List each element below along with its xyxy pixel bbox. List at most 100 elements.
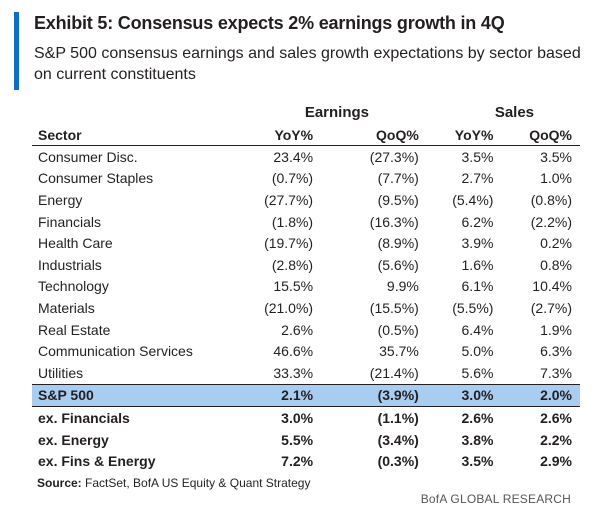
cell-earnings-qoq: (9.5%) (377, 191, 419, 208)
column-header-sales-qoq: QoQ% (493, 124, 580, 146)
cell-earnings-yoy: 46.6% (273, 343, 314, 360)
cell-sector: Real Estate (38, 321, 111, 338)
title-accent-bar (14, 12, 19, 90)
cell-earnings-yoy: 3.0% (281, 409, 314, 426)
cell-earnings-qoq: (15.5%) (369, 299, 419, 316)
cell-sales-yoy: 3.5% (461, 453, 494, 470)
table-row: Real Estate 2.6% (0.5%) 6.4% 1.9% (32, 319, 580, 341)
cell-sector: ex. Fins & Energy (38, 453, 156, 470)
table-row: Energy (27.7%) (9.5%) (5.4%) (0.8%) (32, 189, 580, 211)
cell-earnings-yoy: 2.6% (281, 321, 314, 338)
cell-sales-qoq: 7.3% (540, 364, 572, 381)
cell-earnings-qoq: 35.7% (379, 343, 419, 360)
cell-sales-qoq: 2.2% (540, 431, 572, 448)
cell-sales-yoy: 3.9% (461, 235, 494, 252)
table-row: Industrials (2.8%) (5.6%) 1.6% 0.8% (32, 254, 580, 276)
table-row-ex: ex. Fins & Energy 7.2% (0.3%) 3.5% 2.9% (32, 450, 580, 472)
cell-earnings-yoy: (1.8%) (271, 213, 314, 230)
cell-sector: Energy (38, 191, 83, 208)
source-note: Source: FactSet, BofA US Equity & Quant … (37, 476, 310, 490)
cell-sales-yoy: 3.5% (461, 148, 494, 165)
cell-sales-qoq: 2.6% (540, 409, 572, 426)
cell-earnings-qoq: (8.9%) (377, 235, 419, 252)
growth-table: Earnings Sales Sector YoY% QoQ% YoY% QoQ… (32, 100, 580, 472)
table-row: Technology 15.5% 9.9% 6.1% 10.4% (32, 276, 580, 298)
column-header-earnings-yoy: YoY% (216, 124, 314, 146)
cell-sales-yoy: 6.1% (461, 278, 494, 295)
cell-earnings-yoy: (27.7%) (264, 191, 314, 208)
cell-sales-qoq: (0.8%) (530, 191, 572, 208)
column-header-earnings-qoq: QoQ% (313, 124, 419, 146)
cell-earnings-qoq: (0.3%) (377, 453, 419, 470)
cell-sector: Consumer Disc. (38, 148, 138, 165)
table-row: Materials (21.0%) (15.5%) (5.5%) (2.7%) (32, 297, 580, 319)
cell-sales-yoy: (5.5%) (452, 299, 494, 316)
table-row-ex: ex. Energy 5.5% (3.4%) 3.8% 2.2% (32, 429, 580, 451)
cell-earnings-qoq: (3.9%) (313, 383, 419, 408)
cell-sales-yoy: 6.2% (461, 213, 494, 230)
source-label: Source: (37, 476, 82, 490)
column-header-row: Sector YoY% QoQ% YoY% QoQ% (32, 124, 580, 146)
cell-earnings-qoq: 9.9% (386, 278, 419, 295)
cell-sales-qoq: (2.2%) (530, 213, 572, 230)
cell-sector: Communication Services (38, 343, 193, 360)
cell-sales-qoq: 2.0% (493, 383, 580, 408)
table-row: Utilities 33.3% (21.4%) 5.6% 7.3% (32, 362, 580, 384)
cell-sales-yoy: 3.8% (461, 431, 494, 448)
cell-sector: ex. Financials (38, 409, 130, 426)
group-spacer (32, 100, 217, 124)
cell-sales-qoq: 6.3% (540, 343, 572, 360)
cell-earnings-yoy: (0.7%) (271, 170, 314, 187)
cell-sector: Materials (38, 299, 95, 316)
cell-earnings-qoq: (27.3%) (369, 148, 419, 165)
cell-sector: Utilities (38, 364, 84, 381)
exhibit-subtitle: S&P 500 consensus earnings and sales gro… (34, 45, 581, 83)
cell-earnings-qoq: (0.5%) (377, 321, 419, 338)
cell-sales-yoy: 2.6% (461, 409, 494, 426)
cell-sales-yoy: 2.7% (461, 170, 494, 187)
cell-earnings-yoy: 7.2% (281, 453, 314, 470)
cell-sector: ex. Energy (38, 431, 109, 448)
column-header-sector: Sector (32, 124, 217, 146)
cell-sector: S&P 500 (32, 383, 217, 408)
cell-sales-qoq: 3.5% (540, 148, 572, 165)
table-row: Consumer Staples (0.7%) (7.7%) 2.7% 1.0% (32, 168, 580, 190)
sales-group-header: Sales (494, 103, 535, 121)
source-text: FactSet, BofA US Equity & Quant Strategy (85, 476, 311, 490)
earnings-group-header: Earnings (304, 103, 369, 121)
cell-earnings-qoq: (7.7%) (377, 170, 419, 187)
table-row: Financials (1.8%) (16.3%) 6.2% (2.2%) (32, 211, 580, 233)
cell-earnings-qoq: (1.1%) (377, 409, 419, 426)
cell-sales-qoq: 2.9% (540, 453, 572, 470)
cell-sales-qoq: 10.4% (532, 278, 572, 295)
table-row: Communication Services 46.6% 35.7% 5.0% 6.3% (32, 340, 580, 362)
cell-sales-qoq: 0.8% (540, 256, 572, 273)
cell-sector: Health Care (38, 235, 113, 252)
column-header-sales-yoy: YoY% (418, 124, 494, 146)
cell-sales-qoq: 0.2% (540, 235, 572, 252)
cell-sales-yoy: (5.4%) (452, 191, 494, 208)
group-header-row: Earnings Sales (32, 100, 580, 124)
sector-rows: Consumer Disc. 23.4% (27.3%) 3.5% 3.5% Consum… (32, 146, 580, 472)
total-row-sp500: S&P 500 2.1% (3.9%) 3.0% 2.0% (32, 383, 580, 408)
cell-sales-qoq: 1.9% (540, 321, 572, 338)
cell-sector: Industrials (38, 256, 102, 273)
exhibit-title: Exhibit 5: Consensus expects 2% earnings… (34, 13, 505, 33)
cell-earnings-yoy: (2.8%) (271, 256, 314, 273)
cell-earnings-qoq: (3.4%) (377, 431, 419, 448)
cell-earnings-yoy: 23.4% (273, 148, 314, 165)
table-row-ex: ex. Financials 3.0% (1.1%) 2.6% 2.6% (32, 407, 580, 429)
cell-sales-yoy: 5.0% (461, 343, 494, 360)
cell-sales-yoy: 5.6% (461, 364, 494, 381)
cell-sales-qoq: 1.0% (540, 170, 572, 187)
table-row: Consumer Disc. 23.4% (27.3%) 3.5% 3.5% (32, 146, 580, 168)
cell-earnings-yoy: 5.5% (281, 431, 314, 448)
cell-earnings-yoy: 33.3% (273, 364, 314, 381)
cell-earnings-yoy: 15.5% (273, 278, 314, 295)
cell-earnings-qoq: (5.6%) (377, 256, 419, 273)
cell-earnings-qoq: (21.4%) (369, 364, 419, 381)
cell-sales-yoy: 1.6% (461, 256, 494, 273)
cell-earnings-qoq: (16.3%) (369, 213, 419, 230)
cell-sales-yoy: 6.4% (461, 321, 494, 338)
cell-earnings-yoy: 2.1% (216, 383, 314, 408)
